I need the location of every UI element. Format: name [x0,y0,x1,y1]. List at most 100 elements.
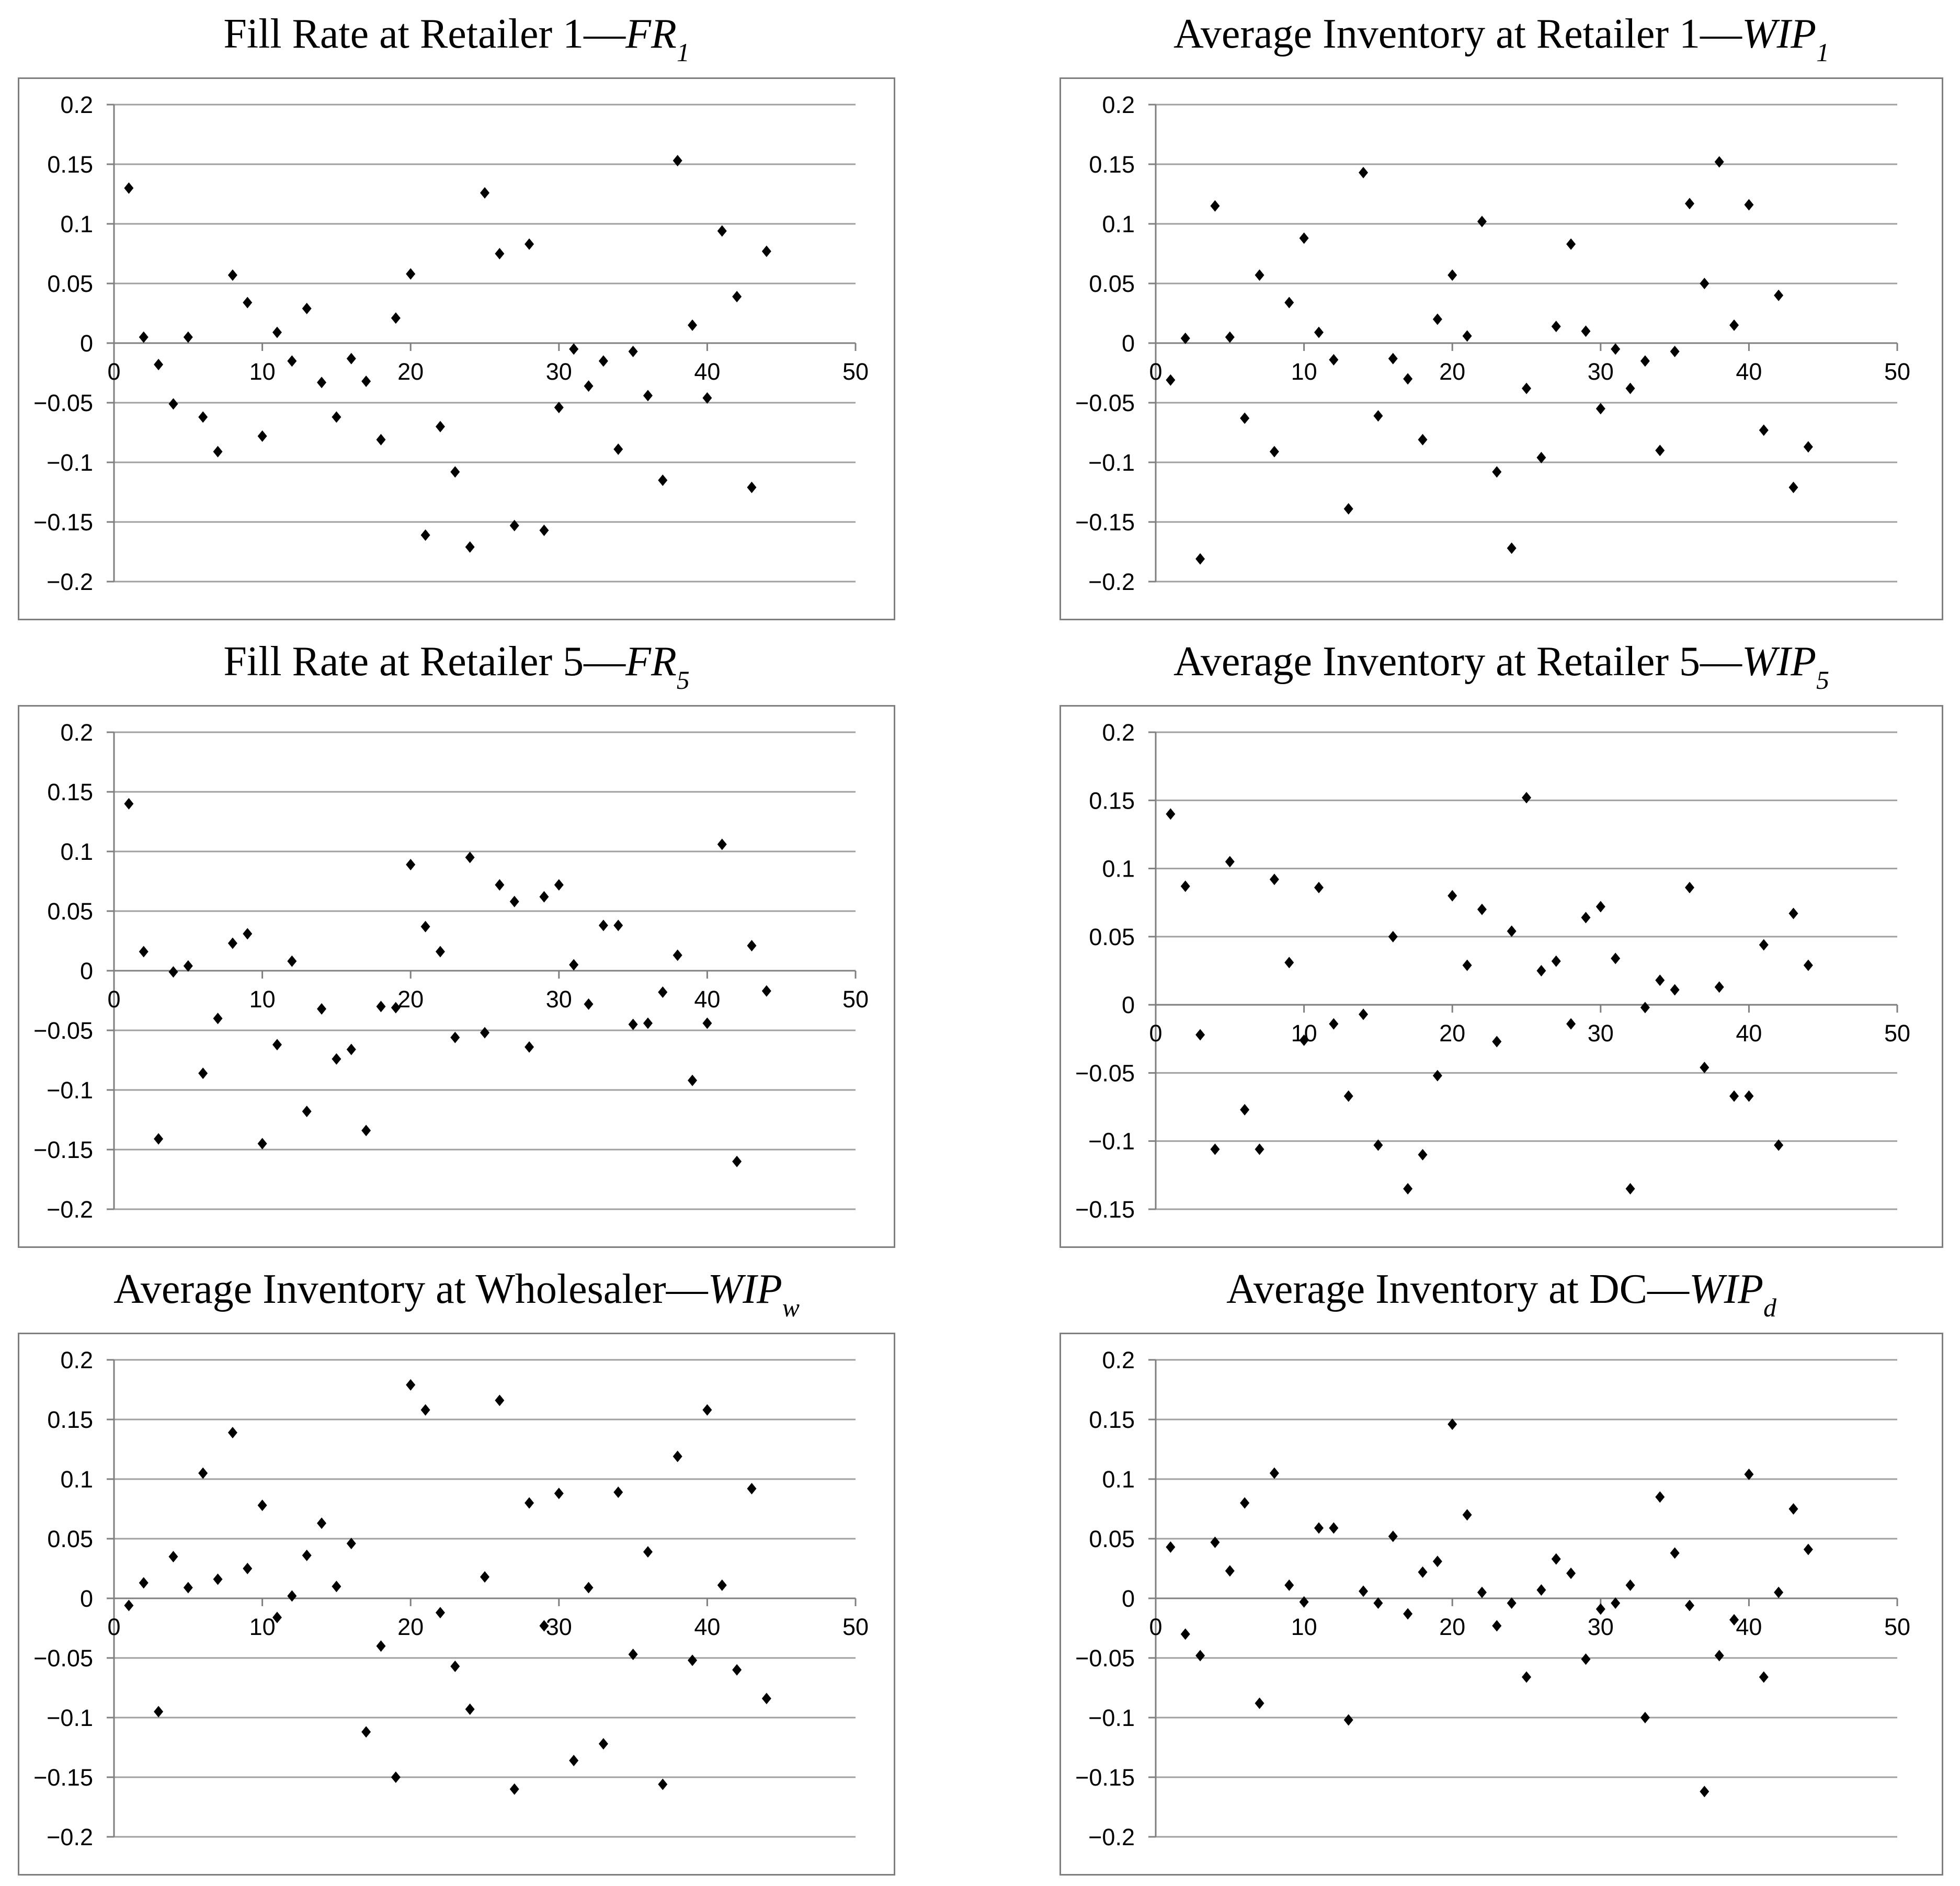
x-tick-label: 40 [1736,1020,1762,1047]
x-tick-labels: 0 10 20 30 40 50 [107,358,869,385]
data-point [1729,319,1739,331]
data-point [584,1582,594,1594]
data-point [1566,238,1576,250]
data-point [332,1053,341,1065]
data-point [702,392,712,404]
x-tick-label: 20 [397,358,424,385]
data-point [1477,903,1487,915]
y-tick-label: 0.2 [60,1347,93,1373]
data-point [1492,1620,1502,1632]
data-points [1166,792,1813,1195]
y-tick-label: 0.05 [47,1526,93,1552]
data-point [1611,1597,1621,1609]
y-axis [1148,731,1157,1210]
data-point [450,1660,460,1672]
data-point [1759,939,1769,951]
y-tick-label: 0.2 [60,92,93,118]
x-tick-label: 0 [107,358,120,385]
scatter-plot-wip1: 0.2 0.15 0.1 0.05 0 −0.05 −0.1 −0.15 −0.2 0 10 20 30… [1059,77,1943,620]
data-point [1774,1586,1784,1598]
data-point [1774,289,1784,301]
data-point [702,1017,712,1029]
data-point [1299,1034,1309,1046]
x-tick-label: 50 [1884,358,1910,385]
data-point [628,345,638,357]
x-axis [1155,342,1898,351]
plot-frame [18,1333,895,1876]
data-point [1373,1597,1383,1609]
data-point [1240,1497,1250,1509]
y-tick-label: −0.1 [47,1077,93,1104]
data-point [584,998,594,1010]
y-tick-label: 0.15 [1089,787,1135,814]
data-point [1284,1579,1294,1591]
y-tick-label: 0.15 [1089,151,1135,178]
y-tick-label: 0.2 [60,719,93,746]
data-point [495,1394,505,1406]
data-point [124,182,134,194]
data-point [1195,1029,1205,1041]
data-point [761,985,771,997]
y-tick-label: 0 [1122,330,1135,357]
x-tick-label: 10 [249,1614,276,1640]
em-dash: — [584,639,626,685]
data-point [332,411,341,423]
data-point [1462,1509,1472,1521]
y-tick-label: 0 [1122,992,1135,1018]
y-tick-label: 0.05 [1089,1526,1135,1552]
x-tick-label: 30 [546,1614,572,1640]
data-point [302,1549,312,1561]
scatter-plot-wip5: 0.20.150.10.050−0.05−0.1−0.150 10 20 30 40 50 [1059,705,1943,1248]
y-tick-label: 0.1 [60,1466,93,1493]
data-point [747,940,757,952]
data-point [1714,156,1724,168]
data-point [346,1043,356,1055]
data-point [139,946,149,958]
data-point [302,1106,312,1118]
y-tick-label: −0.05 [1075,1645,1135,1672]
data-point [435,946,445,958]
data-point [272,1611,282,1623]
data-point [346,353,356,365]
y-tick-label: 0.1 [60,838,93,865]
y-tick-label: 0.15 [1089,1406,1135,1433]
data-point [1507,542,1517,554]
x-tick-label: 50 [1884,1020,1910,1047]
data-point [154,1133,164,1145]
chart-title-symbol: FR [625,639,677,685]
em-dash: — [1647,1266,1689,1312]
data-point [198,1467,208,1479]
x-tick-label: 50 [842,358,869,385]
data-point [717,838,727,850]
data-points [124,1379,771,1795]
data-point [272,326,282,338]
data-point [613,1486,623,1498]
chart-title-wip5: Average Inventory at Retailer 5—WIP5 [1059,628,1943,701]
data-point [1225,856,1235,868]
y-tick-label: 0 [1122,1585,1135,1612]
data-point [465,541,475,553]
data-point [1744,1468,1754,1480]
data-point [1640,1712,1650,1723]
y-tick-label: −0.1 [1088,1128,1135,1155]
data-point [1388,353,1398,365]
data-point [509,1783,519,1795]
scatter-plot-wipd: 0.2 0.15 0.1 0.05 0 −0.05 −0.1 −0.15 −0.2 0 10 20 30… [1059,1333,1943,1876]
data-point [213,1573,223,1585]
x-tick-label: 20 [397,986,424,1013]
data-point [495,879,505,891]
data-point [1596,901,1605,913]
data-point [1729,1614,1739,1626]
x-axis [113,970,857,979]
x-tick-label: 30 [1588,1020,1614,1047]
data-point [1195,1650,1205,1662]
data-point [480,187,489,199]
data-point [243,928,253,940]
data-point [435,1607,445,1619]
y-tick-label: −0.15 [33,509,93,536]
data-point [332,1581,341,1593]
data-point [1240,412,1250,424]
y-tick-labels: 0.2 0.15 0.1 0.05 0 −0.05 −0.1 −0.15 [1075,719,1135,1223]
data-point [554,1487,564,1499]
data-point [509,519,519,531]
